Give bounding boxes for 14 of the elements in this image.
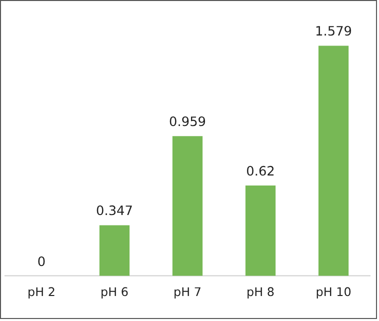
bar xyxy=(172,136,203,276)
x-tick-label: pH 10 xyxy=(316,285,352,300)
x-tick-label: pH 6 xyxy=(100,285,128,300)
data-label: 0.959 xyxy=(169,115,206,130)
data-label: 0.62 xyxy=(246,164,275,180)
bar xyxy=(318,46,349,276)
data-label: 1.579 xyxy=(315,24,352,40)
bar xyxy=(99,225,130,276)
x-tick-label: pH 8 xyxy=(246,285,274,300)
data-label: 0 xyxy=(37,254,46,270)
x-tick-label: pH 7 xyxy=(174,285,202,300)
data-label: 0.347 xyxy=(96,204,133,220)
bar xyxy=(245,186,276,276)
x-tick-label: pH 2 xyxy=(28,285,56,300)
